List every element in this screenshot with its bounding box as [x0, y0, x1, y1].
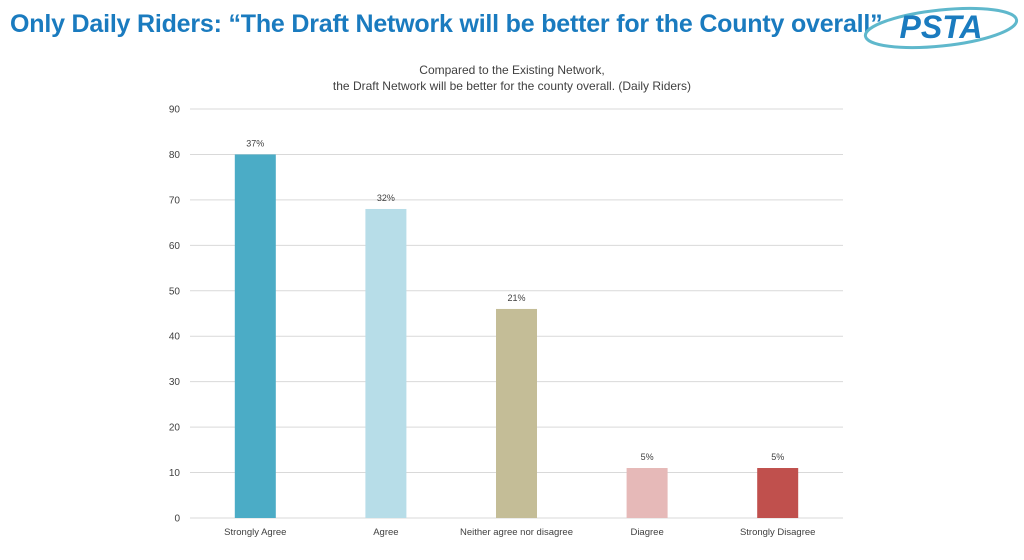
- bar: [757, 468, 799, 518]
- slide-title: Only Daily Riders: “The Draft Network wi…: [10, 10, 883, 38]
- x-tick-label: Strongly Disagree: [740, 527, 816, 538]
- x-tick-label: Diagree: [630, 527, 663, 538]
- data-label: 5%: [771, 452, 784, 462]
- y-tick-label: 30: [169, 377, 181, 388]
- data-label: 21%: [507, 293, 525, 303]
- y-tick-label: 20: [169, 423, 181, 434]
- chart-title: Compared to the Existing Network,: [419, 63, 605, 77]
- y-tick-label: 50: [169, 286, 181, 297]
- chart-subtitle: the Draft Network will be better for the…: [332, 79, 692, 93]
- bar: [496, 308, 537, 518]
- logo-swoosh: [863, 6, 1019, 50]
- psta-logo: PSTA: [863, 6, 1019, 50]
- y-tick-label: 60: [169, 241, 181, 252]
- bar: [234, 154, 276, 518]
- x-tick-label: Neither agree nor disagree: [460, 527, 573, 538]
- y-tick-label: 0: [174, 514, 180, 525]
- y-tick-label: 90: [169, 105, 181, 116]
- y-tick-label: 80: [169, 150, 181, 161]
- y-tick-label: 10: [169, 468, 181, 479]
- x-tick-label: Strongly Agree: [224, 527, 286, 538]
- bar: [365, 208, 407, 518]
- x-tick-label: Agree: [373, 527, 398, 538]
- data-label: 5%: [641, 452, 654, 462]
- bar: [626, 468, 668, 518]
- data-label: 32%: [377, 193, 395, 203]
- data-label: 37%: [246, 138, 264, 148]
- y-tick-label: 40: [169, 332, 181, 343]
- y-tick-label: 70: [169, 195, 181, 206]
- logo-text: PSTA: [900, 9, 983, 45]
